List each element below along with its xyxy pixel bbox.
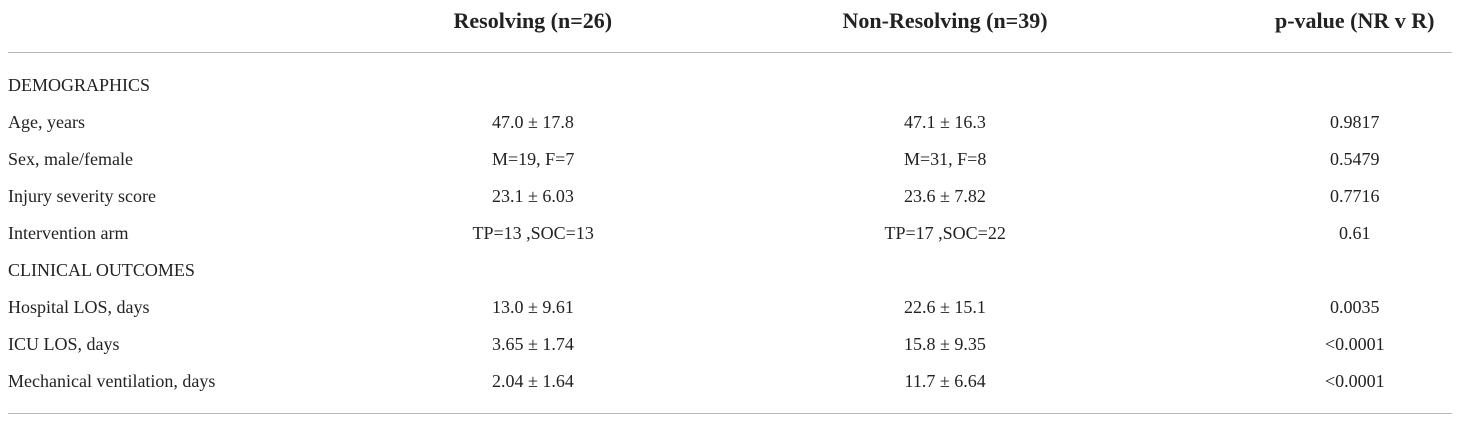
cell-value: <0.0001 (1325, 371, 1385, 391)
cell-value: 47.1 ± 16.3 (904, 112, 986, 132)
cell-value: 15.8 ± 9.35 (904, 334, 986, 354)
column-header: Non-Resolving (n=39) (842, 8, 1048, 33)
cell-value: 2.04 ± 1.64 (492, 371, 574, 391)
row-label: Age, years (8, 112, 85, 132)
cell-value: 47.0 ± 17.8 (492, 112, 574, 132)
cell-value: 0.61 (1339, 223, 1371, 243)
cell-value: 23.6 ± 7.82 (904, 186, 986, 206)
column-header: p-value (NR v R) (1275, 8, 1435, 33)
row-label: Sex, male/female (8, 149, 133, 169)
cell-value: 3.65 ± 1.74 (492, 334, 574, 354)
cell-value: 0.9817 (1330, 112, 1380, 132)
row-label: Hospital LOS, days (8, 297, 150, 317)
cell-value: <0.0001 (1325, 334, 1385, 354)
cell-value: TP=17 ,SOC=22 (884, 223, 1006, 243)
column-header: Resolving (n=26) (453, 8, 613, 33)
cell-value: 0.0035 (1330, 297, 1380, 317)
cell-value: 22.6 ± 15.1 (904, 297, 986, 317)
cell-value: 0.7716 (1330, 186, 1380, 206)
cell-value: 23.1 ± 6.03 (492, 186, 574, 206)
cell-value: M=19, F=7 (492, 149, 575, 169)
cell-value: 0.5479 (1330, 149, 1380, 169)
row-label: Injury severity score (8, 186, 156, 206)
cell-value: 11.7 ± 6.64 (904, 371, 986, 391)
section-label: CLINICAL OUTCOMES (8, 260, 195, 280)
cell-value: M=31, F=8 (904, 149, 987, 169)
cell-value: 13.0 ± 9.61 (492, 297, 574, 317)
row-label: ICU LOS, days (8, 334, 120, 354)
section-label: DEMOGRAPHICS (8, 75, 151, 95)
bottom-rule (8, 413, 1452, 414)
row-label: Intervention arm (8, 223, 129, 243)
row-label: Mechanical ventilation, days (8, 371, 216, 391)
cell-value: TP=13 ,SOC=13 (472, 223, 594, 243)
header-rule (8, 52, 1452, 53)
